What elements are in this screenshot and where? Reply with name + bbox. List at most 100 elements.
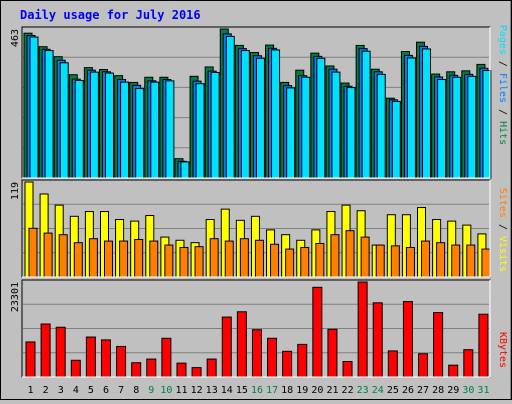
kbytes-bar (433, 312, 444, 378)
legend-separator: / (497, 55, 508, 73)
kbytes-bar (478, 313, 489, 378)
sites-bar (300, 246, 310, 278)
sites-bar (270, 243, 280, 278)
sites-bar (375, 244, 385, 278)
day-label: 10 (160, 385, 172, 396)
pages-bar (406, 57, 416, 179)
day-label: 12 (191, 385, 203, 396)
sites-bar (164, 244, 174, 278)
sites-bar (134, 238, 144, 278)
pages-bar (346, 87, 356, 179)
day-label: 3 (58, 385, 64, 396)
kbytes-bar (176, 362, 187, 378)
kbytes-chart: 23301 KBytes (10, 279, 508, 378)
sites-bar (103, 240, 113, 278)
pages-bar (89, 71, 99, 179)
sites-bar (224, 240, 234, 278)
sites-bar (405, 246, 415, 278)
sites-bar (330, 234, 340, 278)
day-label: 2 (43, 385, 49, 396)
day-label: 19 (296, 385, 308, 396)
visits-legend: Sites / Visits (497, 188, 508, 272)
day-label: 24 (372, 385, 384, 396)
sites-bar (239, 238, 249, 278)
kbytes-bar (85, 336, 96, 378)
sites-bar (390, 245, 400, 278)
pages-bar (316, 57, 326, 179)
pages-bar (180, 161, 190, 179)
sites-bar (315, 242, 325, 278)
kbytes-bar (387, 350, 398, 378)
sites-bar (345, 230, 355, 278)
kbytes-ymax-label: 23301 (10, 282, 21, 312)
pages-bar (150, 81, 160, 179)
kbytes-bar (402, 301, 413, 378)
kbytes-bar (236, 311, 247, 378)
kbytes-bar (55, 326, 66, 378)
chart-title: Daily usage for July 2016 (20, 8, 201, 22)
pages-bar (301, 76, 311, 179)
day-label: 31 (477, 385, 489, 396)
legend-kbytes: KBytes (497, 332, 508, 368)
kbytes-bar (267, 337, 278, 378)
visits-ymax-label: 119 (10, 182, 21, 200)
day-label: 22 (342, 385, 354, 396)
pages-bar (74, 79, 84, 179)
day-label: 27 (417, 385, 429, 396)
kbytes-bar (312, 286, 323, 378)
pages-bar (29, 36, 39, 179)
pages-bar (195, 83, 205, 179)
kbytes-bar (131, 362, 142, 378)
kbytes-bar (146, 358, 157, 378)
day-label: 14 (221, 385, 233, 396)
sites-bar (466, 244, 476, 278)
day-label: 4 (73, 385, 79, 396)
sites-bar (194, 246, 204, 278)
day-label: 6 (103, 385, 109, 396)
sites-bar (73, 242, 83, 278)
sites-bar (451, 244, 461, 278)
sites-visits-chart: 119 Sites / Visits (10, 179, 508, 278)
sites-bar (421, 240, 431, 278)
sites-bar (179, 246, 189, 278)
hits-ymax-label: 463 (10, 29, 21, 47)
sites-bar (285, 248, 295, 278)
pages-bar (165, 80, 175, 179)
kbytes-bar (116, 345, 127, 378)
pages-bar (467, 75, 477, 179)
day-label: 18 (281, 385, 293, 396)
sites-bar (119, 240, 129, 278)
sites-bar (58, 234, 68, 278)
legend-hits: Hits (497, 121, 508, 145)
pages-bar (437, 79, 447, 179)
kbytes-legend: KBytes (497, 332, 508, 368)
day-label: 23 (357, 385, 369, 396)
kbytes-bar (372, 302, 383, 378)
sites-bar (149, 240, 159, 278)
legend-sites: Sites (497, 188, 508, 218)
kbytes-bar (25, 341, 36, 378)
day-label: 8 (133, 385, 139, 396)
day-label: 5 (88, 385, 94, 396)
sites-bar (436, 242, 446, 278)
hits-files-pages-chart: 463 Pages / Files / Hits (10, 25, 508, 179)
pages-bar (361, 50, 371, 179)
kbytes-bar (463, 349, 474, 378)
day-label: 25 (387, 385, 399, 396)
kbytes-bar (418, 353, 429, 378)
pages-bar (422, 48, 432, 179)
day-label: 15 (236, 385, 248, 396)
kbytes-bar (161, 337, 172, 378)
kbytes-bar (448, 364, 459, 378)
pages-bar (376, 73, 386, 179)
legend-separator: / (497, 103, 508, 121)
kbytes-bar (221, 316, 232, 378)
day-label: 17 (266, 385, 278, 396)
pages-bar (286, 87, 296, 179)
pages-bar (120, 81, 130, 179)
pages-bar (135, 88, 145, 179)
pages-bar (391, 100, 401, 179)
pages-bar (331, 71, 341, 179)
